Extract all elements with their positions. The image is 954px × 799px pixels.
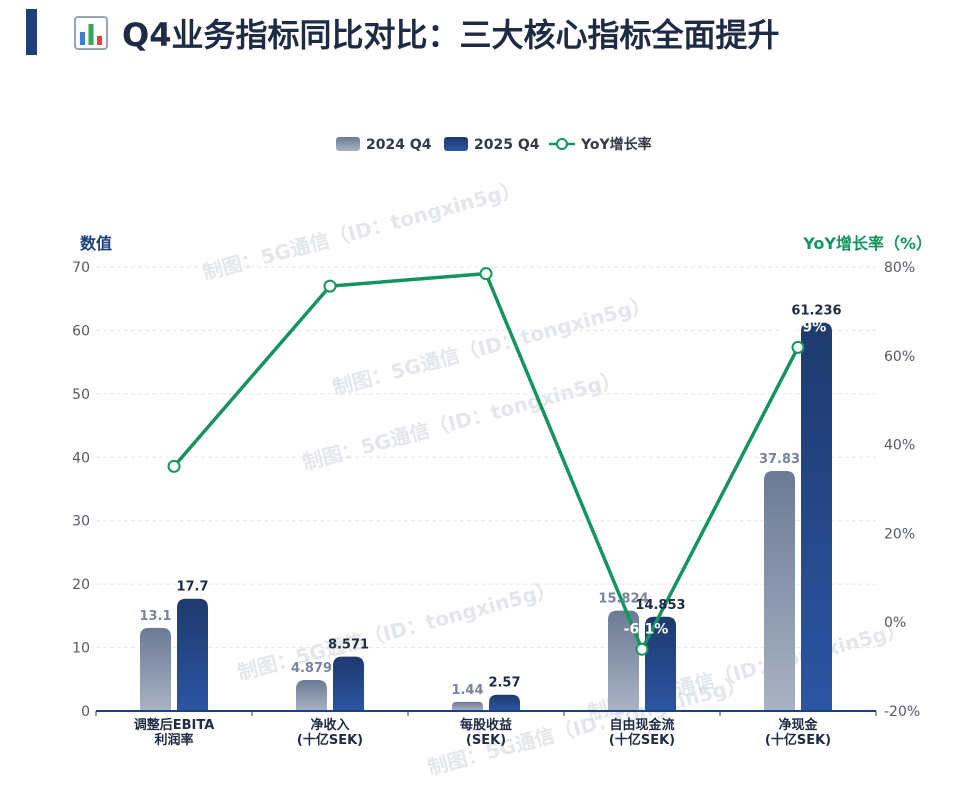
x-category-label-line: 每股收益 [460, 717, 512, 733]
data-label-2024-q4: 1.44 [451, 683, 483, 698]
x-category-label-line: 净现金 [778, 717, 818, 733]
bar-2025-q4 [333, 656, 364, 711]
x-category-label: 自由现金流(十亿SEK) [609, 717, 675, 748]
data-label-2024-q4: 13.1 [139, 609, 171, 624]
x-category-label: 净现金(十亿SEK) [765, 717, 831, 748]
y-tick-label: 60 [72, 323, 90, 339]
title-accent-bar [26, 9, 37, 55]
y-tick-label: 20 [72, 577, 90, 593]
x-category-label-line: (SEK) [466, 733, 506, 748]
yoy-line-series: -6.1% 61.9% [167, 267, 827, 656]
yoy-data-label: 61.9% [778, 319, 827, 335]
y2-tick-label: 80% [884, 260, 915, 276]
y2-tick-label: 40% [884, 438, 915, 454]
watermark-text: 制图：5G通信（ID：tongxin5g） [235, 577, 558, 685]
legend-label-2024-q4[interactable]: 2024 Q4 [366, 137, 432, 153]
legend-label-2025-q4[interactable]: 2025 Q4 [474, 137, 540, 153]
data-label-2025-q4: 14.853 [635, 598, 685, 613]
data-label-2025-q4: 2.57 [488, 676, 520, 691]
y2-tick-label: -20% [884, 704, 920, 720]
legend-label-yoy[interactable]: YoY增长率 [580, 136, 652, 153]
y-tick-label: 10 [72, 641, 90, 657]
legend-swatch-2025-q4[interactable] [444, 137, 468, 151]
bar-chart-icon [74, 16, 108, 50]
y-tick-label: 40 [72, 450, 90, 466]
legend[interactable]: 2024 Q4 2025 Q4 YoY增长率 [336, 136, 652, 153]
page-title: Q4业务指标同比对比：三大核心指标全面提升 [74, 10, 779, 56]
yoy-point [635, 642, 649, 656]
x-category-label-line: 利润率 [154, 732, 193, 748]
watermark-text: 制图：5G通信（ID：tongxin5g） [200, 177, 523, 285]
y2-axis-title: YoY增长率（%） [802, 234, 932, 253]
x-category-label-line: 净收入 [310, 717, 349, 733]
yoy-point [479, 267, 493, 281]
bar-2025-q4 [489, 694, 520, 711]
page-title-text: Q4业务指标同比对比：三大核心指标全面提升 [122, 16, 780, 54]
bar-2025-q4 [645, 616, 676, 711]
y-tick-label: 50 [72, 387, 90, 403]
y-tick-label: 30 [72, 514, 90, 530]
data-label-2025-q4: 17.7 [176, 580, 208, 595]
bar-2024-q4 [140, 627, 171, 711]
data-label-2025-q4: 61.236 [791, 304, 841, 319]
x-category-label-line: 自由现金流 [609, 717, 674, 733]
bar-2024-q4 [296, 680, 327, 711]
x-category-label: 每股收益(SEK) [460, 717, 512, 748]
bar-2025-q4 [177, 598, 208, 711]
legend-marker-yoy[interactable] [556, 138, 568, 150]
legend-swatch-2024-q4[interactable] [336, 137, 360, 151]
y2-tick-label: 0% [884, 615, 906, 631]
data-label-2024-q4: 15.824 [598, 592, 648, 607]
y-tick-label: 0 [81, 704, 90, 720]
data-label-2024-q4: 4.879 [291, 661, 332, 676]
y2-tick-label: 60% [884, 349, 915, 365]
x-category-label: 净收入(十亿SEK) [297, 717, 363, 748]
bar-2024-q4 [608, 610, 639, 711]
y-axis-title: 数值 [80, 234, 112, 253]
data-label-2024-q4: 37.83 [759, 452, 800, 467]
y2-tick-label: 20% [884, 526, 915, 542]
x-category-label: 调整后EBITA 利润率 [134, 717, 215, 748]
bar-2024-q4 [764, 471, 795, 711]
bar-2024-q4 [452, 701, 483, 711]
yoy-point [791, 340, 805, 354]
data-labels: 13.1 4.879 1.44 15.824 37.83 17.7 8.571 2.57 14.… [139, 304, 841, 698]
bar-2025-q4 [801, 322, 832, 711]
gridlines [96, 266, 876, 649]
yoy-point [167, 459, 181, 473]
x-category-label-line: (十亿SEK) [765, 732, 831, 748]
yoy-point [323, 279, 337, 293]
y-tick-label: 70 [72, 260, 90, 276]
yoy-data-label: -6.1% [624, 621, 669, 637]
x-category-label-line: (十亿SEK) [297, 732, 363, 748]
axes: 0 10 20 30 40 50 60 70 -20% 0% 20% 40% 60% 80% 数值 YoY增长… [72, 234, 932, 748]
bar-series [140, 322, 832, 711]
x-category-label-line: (十亿SEK) [609, 732, 675, 748]
x-category-label-line: 调整后EBITA [134, 717, 215, 733]
data-label-2025-q4: 8.571 [328, 638, 369, 653]
